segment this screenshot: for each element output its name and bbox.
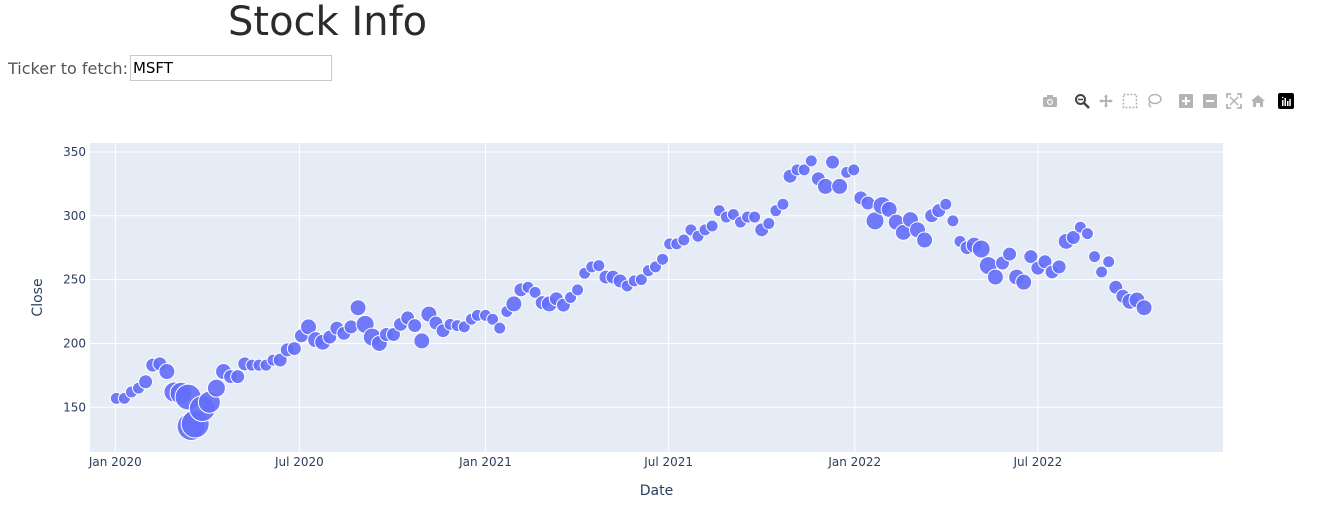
data-point [505, 295, 523, 313]
data-point [762, 216, 776, 230]
y-tick-label: 300 [63, 209, 86, 223]
lasso-select-icon[interactable] [1142, 92, 1166, 110]
ticker-input[interactable] [129, 55, 332, 81]
y-tick-label: 250 [63, 273, 86, 287]
y-tick-label: 150 [63, 400, 86, 414]
x-tick-label: Jul 2022 [1012, 455, 1062, 469]
data-point [916, 231, 934, 249]
data-point [158, 363, 176, 381]
data-point [486, 312, 500, 326]
x-tick-label: Jan 2021 [458, 455, 512, 469]
data-point [656, 252, 670, 266]
data-point [677, 233, 691, 247]
zoom-icon[interactable] [1070, 92, 1094, 110]
data-point [300, 318, 318, 336]
data-point [847, 163, 861, 177]
data-point [825, 154, 841, 170]
data-point [206, 378, 226, 398]
camera-icon[interactable] [1038, 92, 1062, 110]
data-point [592, 259, 606, 273]
data-point [1065, 229, 1081, 245]
data-point [880, 200, 898, 218]
x-tick-label: Jan 2020 [88, 455, 142, 469]
ticker-row: Ticker to fetch: [8, 53, 332, 83]
x-tick-label: Jul 2020 [274, 455, 324, 469]
data-point [138, 374, 154, 390]
data-point [1023, 249, 1039, 265]
page-title: Stock Info [228, 0, 428, 45]
pan-icon[interactable] [1094, 92, 1118, 110]
y-gridlines [90, 151, 1223, 408]
ticker-label: Ticker to fetch: [8, 58, 128, 78]
data-point [528, 285, 542, 299]
data-point [230, 369, 246, 385]
data-point [705, 219, 719, 233]
data-point [986, 268, 1004, 286]
data-point [946, 214, 960, 228]
plot-area [90, 143, 1223, 452]
data-point [1015, 273, 1033, 291]
data-point [1002, 246, 1018, 262]
data-point [1037, 254, 1053, 270]
data-point [1088, 250, 1102, 264]
data-point [1051, 259, 1067, 275]
data-point [804, 154, 818, 168]
data-point [343, 319, 359, 335]
data-point [748, 210, 762, 224]
data-points [109, 154, 1153, 441]
x-tick-label: Jan 2022 [827, 455, 881, 469]
data-point [860, 195, 876, 211]
data-point [272, 352, 288, 368]
autoscale-icon[interactable] [1222, 92, 1246, 110]
reset-axes-icon[interactable] [1246, 92, 1270, 110]
data-point [1095, 265, 1109, 279]
data-point [797, 163, 811, 177]
x-axis-label: Date [640, 483, 673, 499]
data-point [1135, 299, 1153, 317]
data-point [776, 197, 790, 211]
x-tick-label: Jul 2021 [643, 455, 693, 469]
data-point [831, 177, 849, 195]
data-point [816, 177, 834, 195]
data-point [286, 341, 302, 357]
plotly-logo-icon[interactable] [1278, 93, 1294, 109]
data-point [634, 273, 648, 287]
data-point [1102, 255, 1116, 269]
data-point [971, 239, 991, 259]
data-point [493, 321, 507, 335]
data-point [407, 318, 423, 334]
y-tick-labels: 150 200 250 300 350 [63, 145, 86, 414]
box-select-icon[interactable] [1118, 92, 1142, 110]
data-point [939, 197, 953, 211]
data-point [571, 283, 585, 297]
data-point [349, 299, 367, 317]
data-point [1080, 227, 1094, 241]
y-tick-label: 200 [63, 336, 86, 350]
plot-modebar [1038, 92, 1294, 110]
x-tick-labels: Jan 2020 Jul 2020 Jan 2021 Jul 2021 Jan 2022… [88, 455, 1062, 469]
y-tick-label: 350 [63, 145, 86, 159]
zoom-in-icon[interactable] [1174, 92, 1198, 110]
y-axis-label: Close [30, 278, 46, 316]
zoom-out-icon[interactable] [1198, 92, 1222, 110]
data-point [385, 327, 401, 343]
data-point [413, 332, 431, 350]
